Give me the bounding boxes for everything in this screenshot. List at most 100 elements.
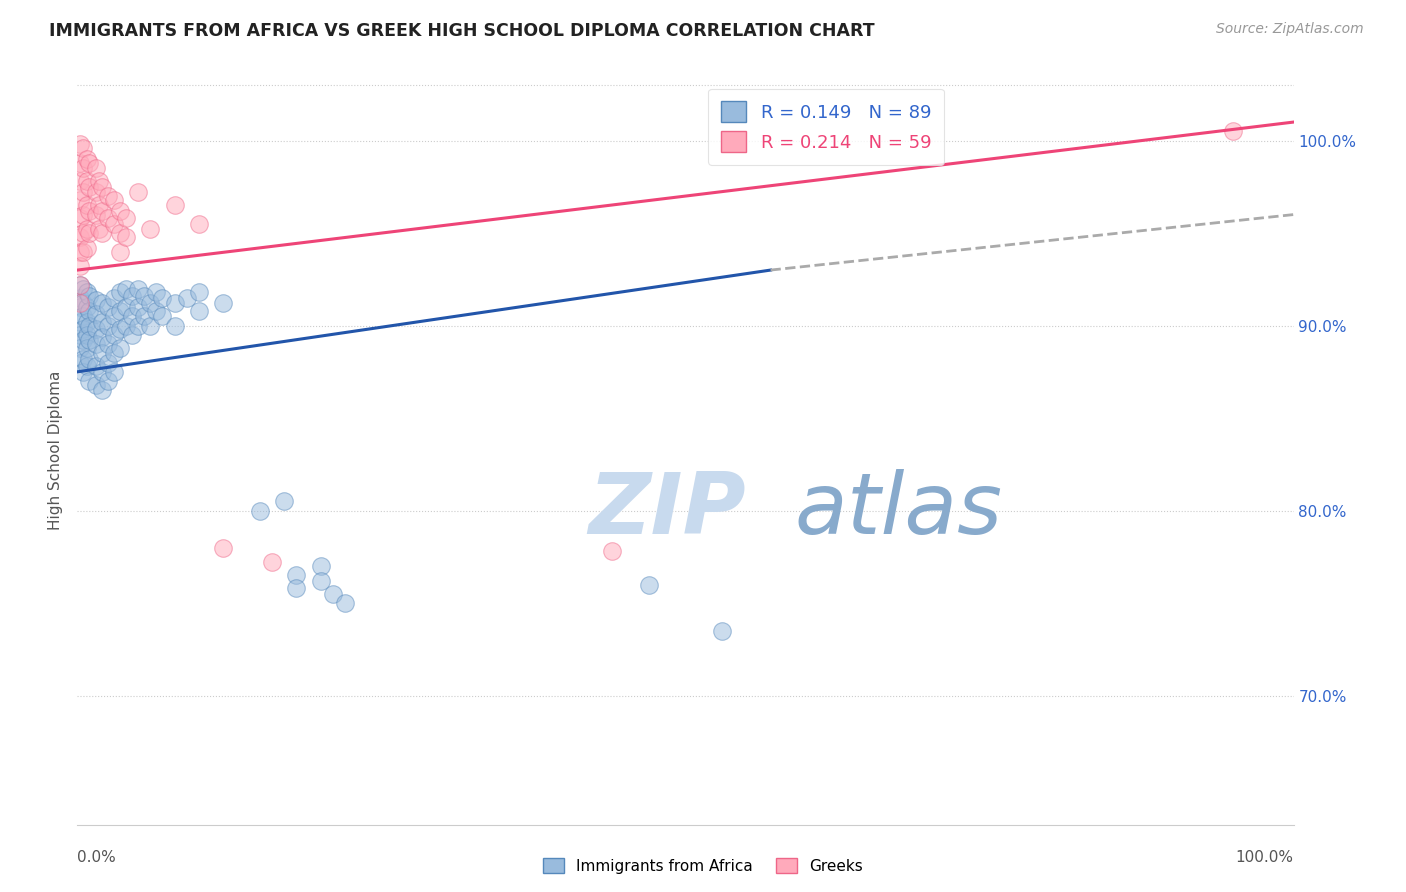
Point bbox=[97, 318, 120, 333]
Point bbox=[139, 222, 162, 236]
Point bbox=[84, 322, 107, 336]
Point bbox=[76, 300, 98, 314]
Point bbox=[72, 310, 94, 324]
Y-axis label: High School Diploma: High School Diploma bbox=[48, 371, 63, 530]
Point bbox=[72, 161, 94, 176]
Point bbox=[69, 277, 91, 292]
Point bbox=[76, 152, 98, 166]
Point bbox=[79, 179, 101, 194]
Point bbox=[69, 300, 91, 314]
Point bbox=[79, 289, 101, 303]
Text: Source: ZipAtlas.com: Source: ZipAtlas.com bbox=[1216, 22, 1364, 37]
Point bbox=[121, 310, 143, 324]
Point bbox=[322, 587, 344, 601]
Point bbox=[90, 384, 112, 398]
Point bbox=[79, 303, 101, 318]
Point bbox=[69, 355, 91, 369]
Point bbox=[710, 624, 733, 638]
Point bbox=[127, 318, 149, 333]
Text: 0.0%: 0.0% bbox=[77, 850, 117, 865]
Point bbox=[1222, 124, 1244, 138]
Point bbox=[76, 359, 98, 374]
Point bbox=[72, 141, 94, 155]
Legend: R = 0.149   N = 89, R = 0.214   N = 59: R = 0.149 N = 89, R = 0.214 N = 59 bbox=[709, 88, 943, 165]
Text: IMMIGRANTS FROM AFRICA VS GREEK HIGH SCHOOL DIPLOMA CORRELATION CHART: IMMIGRANTS FROM AFRICA VS GREEK HIGH SCH… bbox=[49, 22, 875, 40]
Point bbox=[108, 303, 131, 318]
Point bbox=[285, 582, 308, 596]
Point bbox=[79, 351, 101, 366]
Point bbox=[134, 310, 156, 324]
Point bbox=[103, 193, 125, 207]
Point bbox=[134, 289, 156, 303]
Point bbox=[212, 296, 235, 310]
Point bbox=[127, 186, 149, 200]
Point bbox=[273, 494, 295, 508]
Point bbox=[69, 155, 91, 169]
Point bbox=[121, 327, 143, 342]
Point bbox=[90, 203, 112, 218]
Point bbox=[163, 198, 186, 212]
Point bbox=[188, 303, 211, 318]
Point bbox=[152, 291, 174, 305]
Point bbox=[79, 318, 101, 333]
Point bbox=[115, 211, 138, 226]
Point bbox=[90, 296, 112, 310]
Point bbox=[115, 300, 138, 314]
Point bbox=[79, 203, 101, 218]
Point bbox=[115, 282, 138, 296]
Point bbox=[90, 179, 112, 194]
Legend: Immigrants from Africa, Greeks: Immigrants from Africa, Greeks bbox=[537, 852, 869, 880]
Point bbox=[76, 174, 98, 188]
Point bbox=[638, 577, 661, 591]
Point bbox=[115, 318, 138, 333]
Point bbox=[72, 334, 94, 348]
Point bbox=[145, 285, 167, 300]
Point bbox=[76, 241, 98, 255]
Text: atlas: atlas bbox=[794, 469, 1002, 552]
Point bbox=[309, 574, 332, 588]
Point bbox=[90, 315, 112, 329]
Point bbox=[79, 374, 101, 388]
Point bbox=[76, 285, 98, 300]
Point bbox=[152, 310, 174, 324]
Point bbox=[127, 300, 149, 314]
Point bbox=[103, 291, 125, 305]
Point bbox=[103, 217, 125, 231]
Point bbox=[89, 198, 111, 212]
Point bbox=[115, 229, 138, 244]
Point bbox=[69, 229, 91, 244]
Point bbox=[108, 226, 131, 240]
Point bbox=[108, 203, 131, 218]
Point bbox=[89, 174, 111, 188]
Point bbox=[97, 355, 120, 369]
Point bbox=[97, 337, 120, 351]
Point bbox=[72, 226, 94, 240]
Point bbox=[84, 186, 107, 200]
Text: 100.0%: 100.0% bbox=[1236, 850, 1294, 865]
Point bbox=[84, 337, 107, 351]
Point bbox=[76, 315, 98, 329]
Point bbox=[72, 282, 94, 296]
Point bbox=[602, 544, 624, 558]
Point bbox=[69, 296, 91, 310]
Point bbox=[84, 359, 107, 374]
Point bbox=[76, 327, 98, 342]
Point bbox=[79, 226, 101, 240]
Point bbox=[84, 208, 107, 222]
Point bbox=[72, 351, 94, 366]
Point bbox=[84, 308, 107, 322]
Point bbox=[103, 365, 125, 379]
Point bbox=[69, 315, 91, 329]
Point bbox=[79, 155, 101, 169]
Point bbox=[108, 285, 131, 300]
Point bbox=[97, 189, 120, 203]
Point bbox=[84, 161, 107, 176]
Point bbox=[79, 334, 101, 348]
Point bbox=[72, 244, 94, 259]
Point bbox=[84, 293, 107, 307]
Point bbox=[90, 365, 112, 379]
Point bbox=[69, 277, 91, 292]
Point bbox=[69, 341, 91, 355]
Point bbox=[69, 291, 91, 305]
Point bbox=[69, 244, 91, 259]
